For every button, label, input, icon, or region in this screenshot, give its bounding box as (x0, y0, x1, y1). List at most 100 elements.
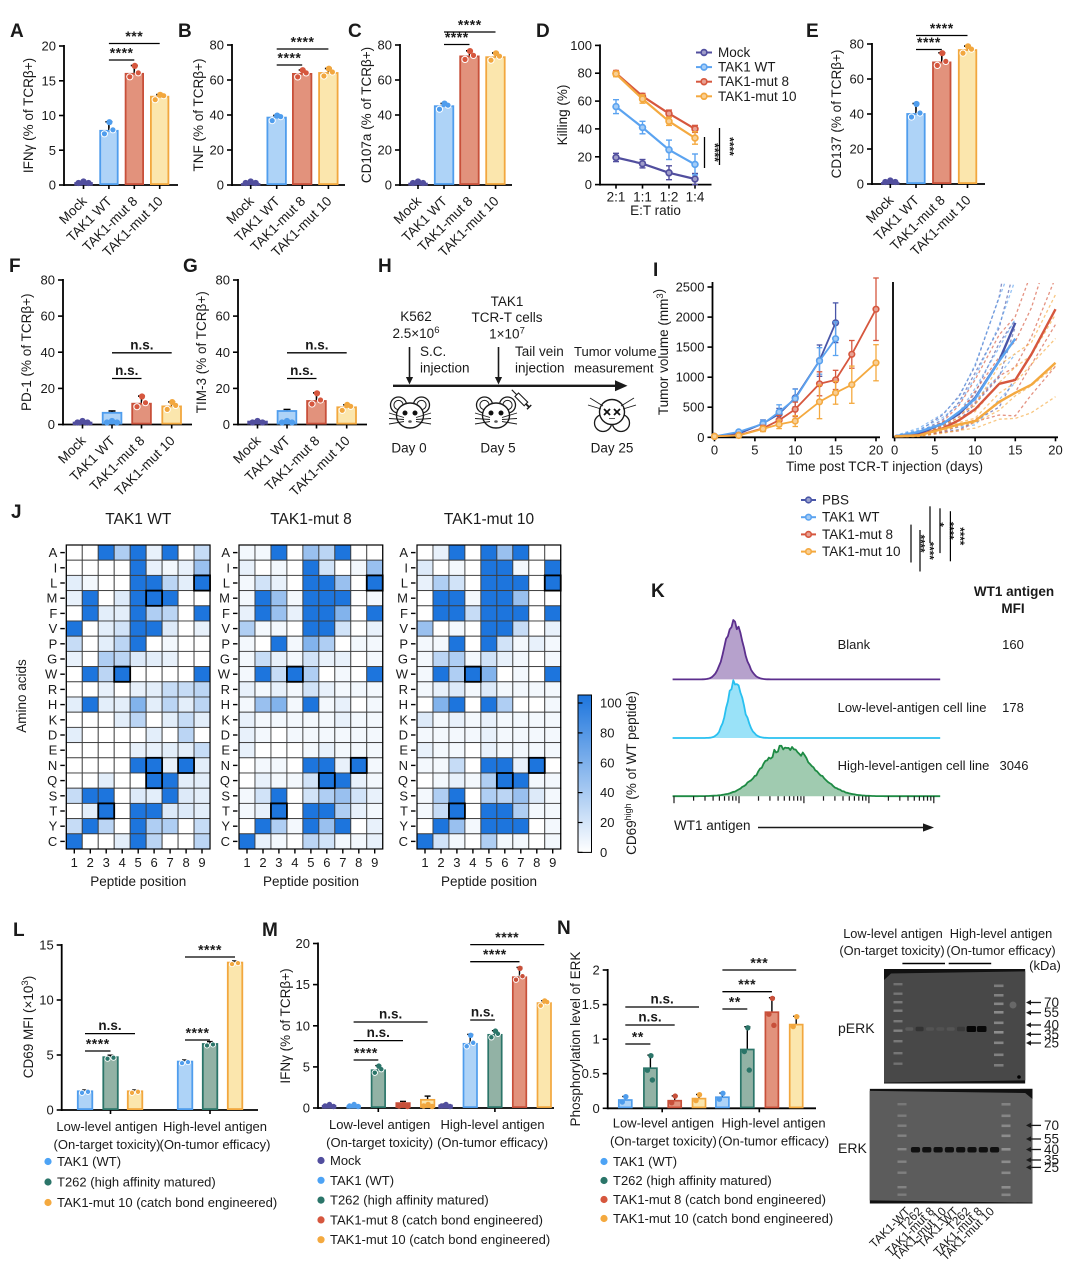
svg-text:3: 3 (103, 855, 110, 870)
svg-text:H: H (378, 256, 392, 277)
svg-text:A: A (221, 545, 230, 560)
svg-text:25: 25 (1044, 1036, 1059, 1051)
svg-text:G: G (183, 256, 198, 277)
svg-text:n.s.: n.s. (98, 1018, 121, 1033)
svg-text:Q: Q (47, 773, 57, 788)
svg-text:0: 0 (48, 417, 55, 432)
svg-text:20: 20 (869, 442, 883, 457)
svg-text:100: 100 (570, 38, 592, 53)
svg-text:80: 80 (378, 38, 392, 53)
svg-text:9: 9 (198, 855, 205, 870)
svg-text:25: 25 (1044, 1160, 1059, 1175)
svg-text:***: *** (750, 955, 768, 971)
svg-text:S: S (399, 788, 408, 803)
svg-text:n.s.: n.s. (290, 363, 313, 378)
svg-text:E:T ratio: E:T ratio (630, 203, 681, 218)
svg-text:40: 40 (216, 345, 230, 360)
svg-text:WT1 antigen: WT1 antigen (974, 584, 1054, 599)
svg-text:1×107: 1×107 (489, 326, 525, 342)
svg-text:60: 60 (600, 755, 614, 770)
svg-text:10: 10 (788, 442, 802, 457)
svg-text:Tumor volume (mm3): Tumor volume (mm3) (651, 289, 671, 415)
svg-text:Y: Y (221, 819, 230, 834)
svg-text:P: P (221, 636, 230, 651)
svg-text:20: 20 (1048, 442, 1062, 457)
svg-text:n.s.: n.s. (471, 1005, 494, 1020)
svg-text:CD107a (% of TCRβ+): CD107a (% of TCRβ+) (359, 47, 374, 183)
svg-text:1:2: 1:2 (660, 190, 679, 205)
svg-text:40: 40 (578, 121, 592, 136)
svg-text:Killing (%): Killing (%) (555, 85, 570, 146)
svg-text:0: 0 (711, 442, 718, 457)
svg-text:D: D (48, 728, 57, 743)
svg-text:E: E (806, 21, 819, 42)
svg-text:C: C (348, 21, 362, 42)
svg-text:P: P (399, 636, 408, 651)
svg-text:**: ** (632, 1029, 644, 1045)
svg-text:High-level antigen: High-level antigen (441, 1117, 545, 1132)
svg-text:0: 0 (585, 177, 592, 192)
svg-text:80: 80 (216, 273, 230, 288)
svg-text:High-level antigen: High-level antigen (722, 1116, 826, 1131)
svg-text:N: N (48, 758, 57, 773)
svg-text:*: * (933, 522, 945, 527)
svg-text:Day 0: Day 0 (391, 441, 426, 456)
svg-text:20: 20 (42, 39, 56, 54)
svg-text:TAK1-mut 10 (catch bond engine: TAK1-mut 10 (catch bond engineered) (57, 1195, 277, 1210)
svg-text:15: 15 (1008, 442, 1022, 457)
svg-text:(On-target toxicity): (On-target toxicity) (326, 1135, 433, 1150)
svg-text:5: 5 (46, 1048, 53, 1063)
svg-text:70: 70 (1044, 1118, 1059, 1133)
svg-text:pERK: pERK (838, 1020, 875, 1036)
svg-text:N: N (221, 758, 230, 773)
svg-text:TAK1 WT: TAK1 WT (105, 511, 172, 528)
svg-text:G: G (398, 652, 408, 667)
svg-text:10: 10 (42, 108, 56, 123)
svg-text:0.5: 0.5 (582, 1066, 600, 1081)
svg-text:M: M (219, 591, 230, 606)
svg-text:20: 20 (850, 142, 864, 157)
svg-text:0: 0 (217, 178, 224, 193)
svg-text:40: 40 (1044, 1142, 1059, 1157)
svg-text:PD-1 (% of TCRβ+): PD-1 (% of TCRβ+) (19, 294, 34, 411)
svg-text:15: 15 (296, 977, 310, 992)
svg-text:5: 5 (303, 1059, 310, 1074)
svg-text:0: 0 (600, 845, 607, 860)
svg-text:B: B (178, 21, 192, 42)
svg-text:70: 70 (1044, 995, 1059, 1010)
svg-text:1500: 1500 (676, 340, 705, 355)
svg-text:I: I (54, 560, 58, 575)
svg-text:TAK1 (WT): TAK1 (WT) (330, 1173, 394, 1188)
svg-text:High-level-antigen cell line: High-level-antigen cell line (838, 758, 990, 773)
svg-text:Tumor volume: Tumor volume (574, 344, 657, 359)
svg-text:Low-level antigen: Low-level antigen (56, 1119, 157, 1134)
svg-text:1.5: 1.5 (582, 997, 600, 1012)
svg-text:7: 7 (166, 855, 173, 870)
svg-text:Y: Y (49, 819, 58, 834)
svg-text:H: H (48, 697, 57, 712)
svg-text:C: C (48, 834, 57, 849)
svg-text:N: N (557, 918, 571, 939)
svg-text:F: F (49, 606, 57, 621)
svg-text:A: A (399, 545, 408, 560)
svg-text:CD69 MFI (×103): CD69 MFI (×103) (20, 976, 36, 1078)
svg-text:8: 8 (182, 855, 189, 870)
svg-text:***: *** (125, 28, 143, 44)
svg-text:T262 (high affinity matured): T262 (high affinity matured) (330, 1193, 489, 1208)
svg-text:Q: Q (220, 773, 230, 788)
svg-text:L: L (401, 576, 408, 591)
svg-text:0: 0 (697, 430, 704, 445)
svg-text:1:1: 1:1 (633, 190, 652, 205)
svg-text:0: 0 (46, 1103, 53, 1118)
svg-text:60: 60 (216, 309, 230, 324)
svg-text:C: C (399, 834, 408, 849)
svg-text:****: **** (723, 137, 737, 156)
svg-text:K: K (651, 581, 665, 602)
svg-text:CD137 (% of TCRβ+): CD137 (% of TCRβ+) (829, 50, 844, 179)
svg-text:T262 (high affinity matured): T262 (high affinity matured) (613, 1173, 772, 1188)
svg-text:40: 40 (600, 785, 614, 800)
svg-text:9: 9 (549, 855, 556, 870)
svg-text:TAK1 WT: TAK1 WT (822, 510, 880, 525)
svg-text:M: M (397, 591, 408, 606)
svg-text:20: 20 (216, 381, 230, 396)
